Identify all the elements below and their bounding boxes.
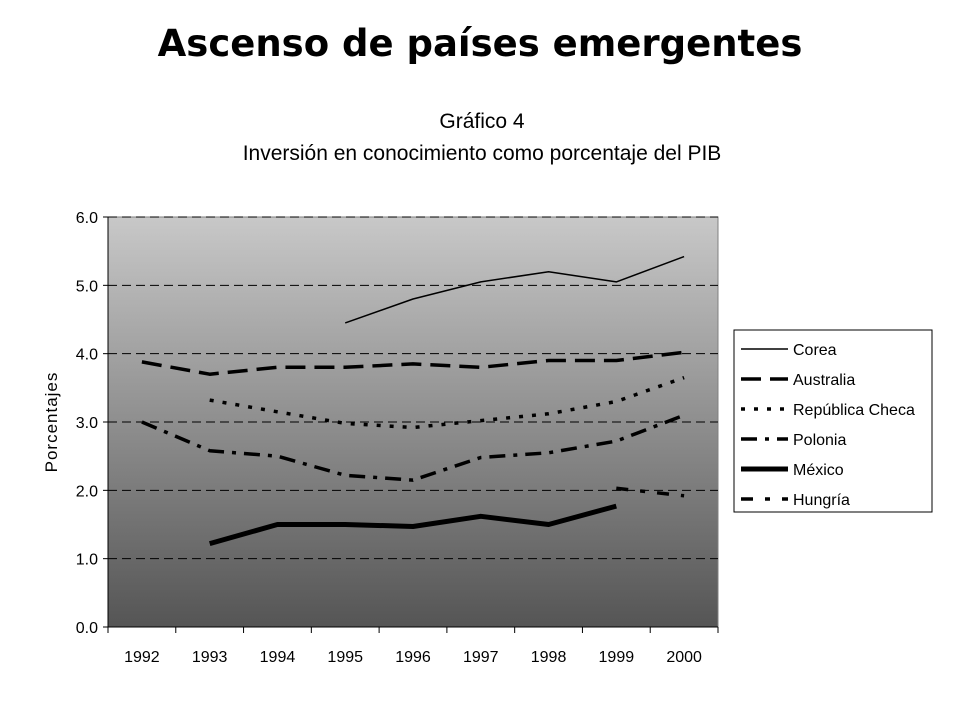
legend: Corea Australia República Checa Polonia Méxi… [733,329,933,513]
chart-title: Gráfico 4 [439,110,525,133]
series-line [141,350,685,376]
x-tick-label: 1996 [395,649,431,666]
x-tick-label: 1999 [599,649,635,666]
x-tick-label: 1992 [124,649,160,666]
series-corea [344,255,685,324]
y-tick-label: 6.0 [76,210,98,227]
x-tick-label: 1994 [260,649,296,666]
legend-label: Hungría [793,492,850,509]
legend-label: República Checa [793,402,915,419]
legend-label: Corea [793,342,837,359]
chart-subtitle: Inversión en conocimiento como porcentaj… [243,142,722,165]
legend-label: Polonia [793,432,846,449]
series-hungr-a [616,486,685,498]
series-line [209,503,617,547]
y-tick-label: 5.0 [76,278,98,295]
y-tick-label: 3.0 [76,415,98,432]
y-tick-label: 1.0 [76,552,98,569]
y-tick-label: 2.0 [76,483,98,500]
series-polonia [141,413,685,482]
x-tick-label: 1993 [192,649,228,666]
legend-label: México [793,462,844,479]
x-tick-label: 2000 [666,649,702,666]
slide-title: Ascenso de países emergentes [157,22,803,65]
series-rep-blica-checa [209,375,685,430]
y-tick-label: 4.0 [76,347,98,364]
x-tick-label: 1995 [327,649,363,666]
series-line [209,375,685,430]
x-tick-label: 1998 [531,649,567,666]
legend-label: Australia [793,372,855,389]
series-line [616,486,685,498]
series-australia [141,350,685,376]
y-axis-title: Porcentajes [42,372,61,473]
series-m-xico [209,503,617,547]
y-tick-label: 0.0 [76,620,98,637]
x-tick-label: 1997 [463,649,499,666]
series-line [141,413,685,482]
series-line [344,255,685,324]
legend-box [733,329,933,513]
